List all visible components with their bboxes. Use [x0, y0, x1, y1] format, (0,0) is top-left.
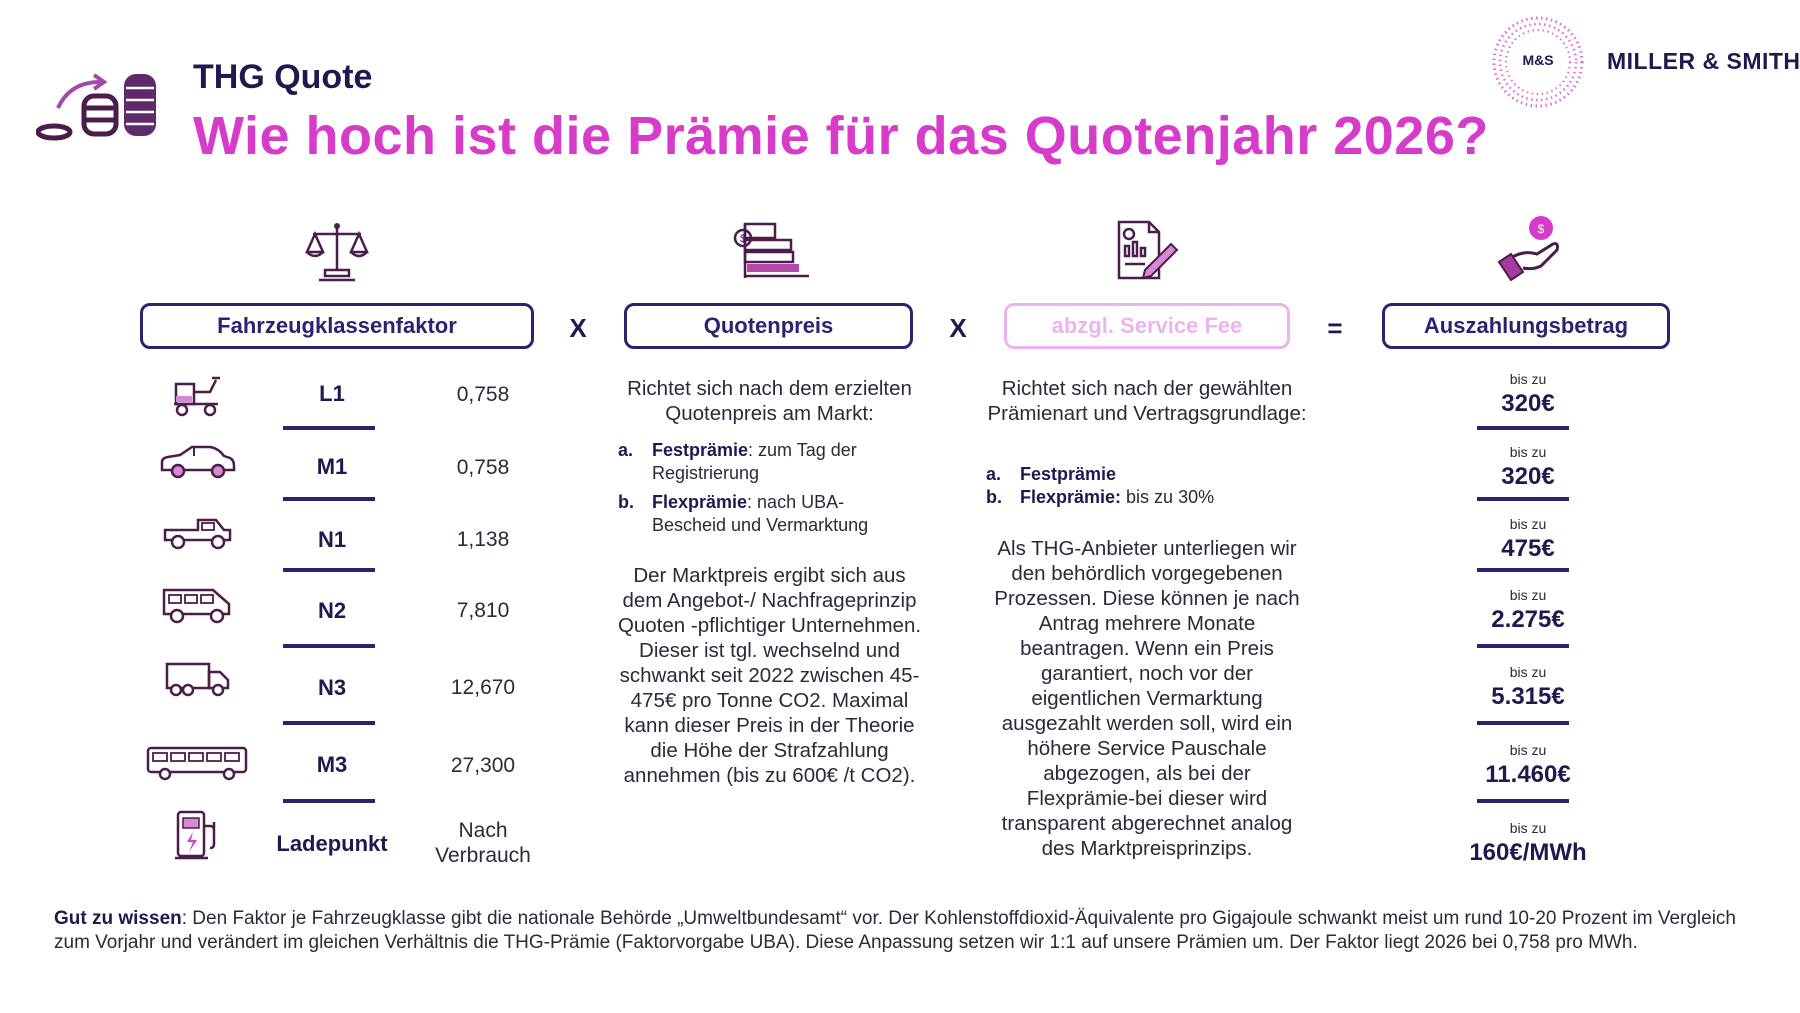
van-icon — [162, 588, 231, 624]
payout-prefix: bis zu — [1509, 664, 1547, 680]
class-label: N3 — [317, 675, 347, 700]
class-label: M3 — [316, 752, 348, 777]
factor-value-line: Verbrauch — [435, 844, 531, 867]
row-divider — [1477, 799, 1569, 803]
row-divider — [1477, 426, 1569, 430]
fee-options: a. Festprämie b. Flexprämie: bis zu 30% — [986, 463, 1286, 515]
list-item: b. Flexprämie: bis zu 30% — [986, 486, 1286, 509]
equals-operator: = — [1327, 313, 1343, 343]
pickup-icon — [163, 518, 232, 550]
factor-value-line: Nach — [458, 819, 508, 842]
row-divider — [283, 497, 375, 501]
price-chart-icon: $ — [733, 222, 809, 278]
bus-icon — [146, 746, 248, 781]
footer-text: : Den Faktor je Fahrzeugklasse gibt die … — [54, 908, 1736, 953]
list-item: a. Festprämie — [986, 463, 1286, 486]
list-marker: b. — [986, 487, 1002, 507]
row-divider — [1477, 497, 1569, 501]
list-item: a. Festprämie: zum Tag der Registrierung — [618, 439, 908, 485]
charging-station-icon — [175, 810, 216, 860]
payout-value: 5.315€ — [1491, 683, 1565, 710]
fee-header: abzgl. Service Fee — [1004, 303, 1290, 349]
footer-label: Gut zu wissen — [54, 908, 182, 929]
class-label: Ladepunkt — [276, 831, 388, 856]
payout-value: 160€/MWh — [1469, 839, 1587, 866]
price-description: Der Marktpreis ergibt sich aus dem Angeb… — [617, 564, 922, 787]
option-text: : nach UBA-Bescheid und Vermarktung — [652, 492, 869, 535]
class-label: L1 — [319, 381, 345, 406]
price-intro: Richtet sich nach dem erzielten Quotenpr… — [627, 377, 912, 425]
row-divider — [283, 721, 375, 725]
factor-header: Fahrzeugklassenfaktor — [140, 303, 534, 349]
coin-stack-icon — [36, 73, 156, 141]
svg-text:$: $ — [1538, 222, 1545, 236]
row-divider — [1477, 721, 1569, 725]
fee-description: Als THG-Anbieter unterliegen wir den beh… — [994, 537, 1300, 860]
multiply-operator: X — [949, 313, 967, 343]
factor-value: 27,300 — [450, 754, 516, 777]
row-divider — [1477, 644, 1569, 648]
list-marker: a. — [618, 440, 634, 460]
page-subtitle: THG Quote — [193, 58, 373, 96]
row-divider — [283, 799, 375, 803]
payout-value: 11.460€ — [1485, 761, 1571, 788]
page-title: Wie hoch ist die Prämie für das Quotenja… — [193, 106, 1489, 166]
class-label: M1 — [316, 454, 348, 479]
document-pen-icon — [1117, 220, 1179, 280]
payout-value: 320€ — [1501, 390, 1555, 417]
list-marker: b. — [618, 492, 634, 512]
scooter-icon — [174, 376, 220, 417]
svg-text:$: $ — [740, 233, 746, 245]
factor-value: 0,758 — [456, 456, 510, 479]
payout-value: 475€ — [1501, 535, 1555, 562]
factor-value: Nach Verbrauch — [420, 818, 546, 868]
option-title: Festprämie — [1020, 464, 1117, 484]
scales-icon — [305, 223, 369, 282]
class-label: N2 — [317, 598, 347, 623]
hand-coin-icon: $ — [1497, 216, 1559, 282]
price-header: Quotenpreis — [624, 303, 913, 349]
class-label: N1 — [317, 527, 347, 552]
payout-header: Auszahlungsbetrag — [1382, 303, 1670, 349]
row-divider — [283, 568, 375, 572]
option-title: Flexprämie: — [1020, 487, 1122, 507]
row-divider — [283, 644, 375, 648]
brand-logo-icon — [1492, 16, 1584, 108]
footer-note: Gut zu wissen: Den Faktor je Fahrzeugkla… — [54, 907, 1754, 954]
payout-value: 2.275€ — [1491, 606, 1565, 633]
option-title: Festprämie — [652, 440, 749, 460]
factor-value: 1,138 — [456, 528, 510, 551]
brand-name: MILLER & SMITH — [1607, 48, 1800, 74]
payout-prefix: bis zu — [1509, 742, 1547, 758]
option-title: Flexprämie — [652, 492, 748, 512]
multiply-operator: X — [569, 313, 587, 343]
payout-prefix: bis zu — [1509, 444, 1547, 460]
car-icon — [160, 445, 236, 479]
payout-prefix: bis zu — [1509, 587, 1547, 603]
payout-value: 320€ — [1501, 463, 1555, 490]
list-item: b. Flexprämie: nach UBA-Bescheid und Ver… — [618, 491, 908, 537]
option-text: bis zu 30% — [1121, 487, 1215, 507]
option-text: : zum Tag der Registrierung — [652, 440, 857, 483]
factor-value: 7,810 — [456, 599, 510, 622]
truck-icon — [165, 662, 230, 697]
payout-prefix: bis zu — [1509, 371, 1547, 387]
list-marker: a. — [986, 464, 1002, 484]
payout-prefix: bis zu — [1509, 516, 1547, 532]
brand-abbr: M&S — [1522, 52, 1554, 68]
factor-value: 0,758 — [456, 383, 510, 406]
row-divider — [1477, 568, 1569, 572]
fee-intro: Richtet sich nach der gewählten Prämiena… — [987, 377, 1307, 425]
price-options: a. Festprämie: zum Tag der Registrierung… — [618, 439, 908, 543]
row-divider — [283, 426, 375, 430]
payout-prefix: bis zu — [1509, 820, 1547, 836]
factor-value: 12,670 — [450, 676, 516, 699]
